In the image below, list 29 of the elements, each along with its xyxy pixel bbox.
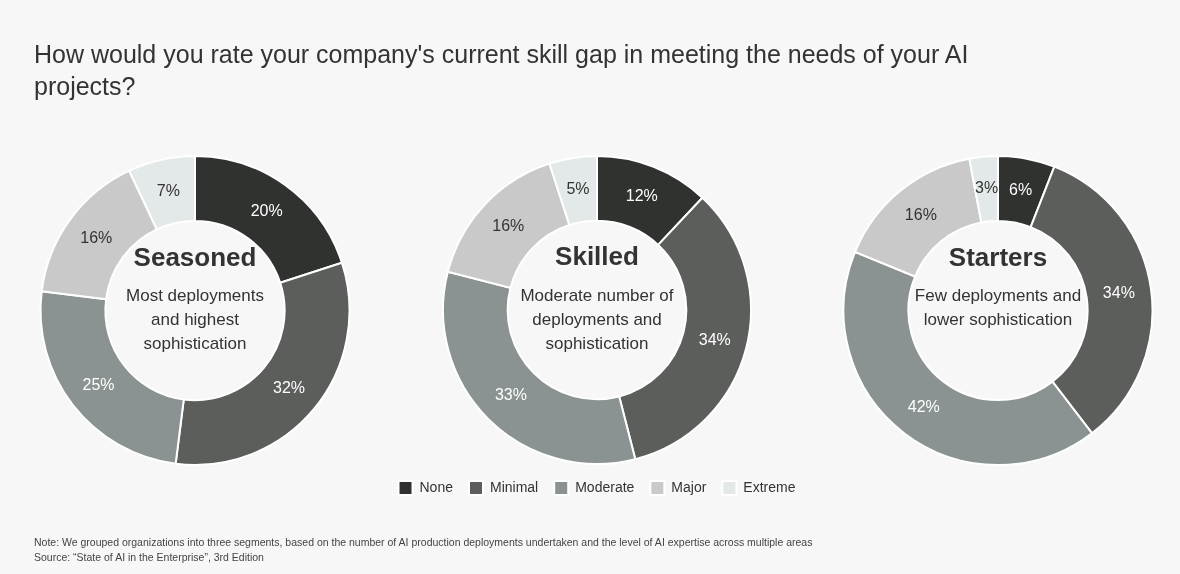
data-label: 16% <box>80 229 113 247</box>
data-label: 3% <box>975 179 999 197</box>
data-label: 6% <box>1009 180 1033 198</box>
data-label: 5% <box>566 180 590 198</box>
text: Skilled <box>555 241 639 272</box>
text: Note: We grouped organizations into three segments, based on the number of AI production deployments undertaken and the level of AI expertise across multiple areas <box>34 535 813 550</box>
data-label: 12% <box>625 187 658 205</box>
legend-label: Moderate <box>575 478 635 495</box>
data-label: 32% <box>273 378 306 396</box>
data-label: 20% <box>250 202 283 220</box>
legend-label: Extreme <box>743 478 796 495</box>
source-note: Source: “State of AI in the Enterprise”, 3rd Edition <box>34 550 265 565</box>
data-label: 7% <box>156 181 180 199</box>
data-label: 33% <box>494 386 527 404</box>
data-label: 16% <box>492 217 525 235</box>
data-label: 34% <box>698 330 731 348</box>
text: Few deployments and lower sophistication <box>914 286 1082 330</box>
text: Seasoned <box>133 241 257 272</box>
text: Moderate number of deployments and sophistication <box>520 285 674 353</box>
text: Most deployments and highest sophistication <box>126 286 264 354</box>
text: How would you rate your company's current skill gap in meeting the needs of your AI projects? <box>34 39 970 102</box>
legend-label: Minimal <box>489 478 539 495</box>
legend-label: Major <box>671 478 707 495</box>
legend-label: None <box>419 478 454 495</box>
data-label: 16% <box>904 206 937 224</box>
data-label: 25% <box>82 375 115 393</box>
text: Starters <box>948 241 1048 272</box>
data-label: 34% <box>1102 283 1135 301</box>
data-label: 42% <box>907 397 940 415</box>
